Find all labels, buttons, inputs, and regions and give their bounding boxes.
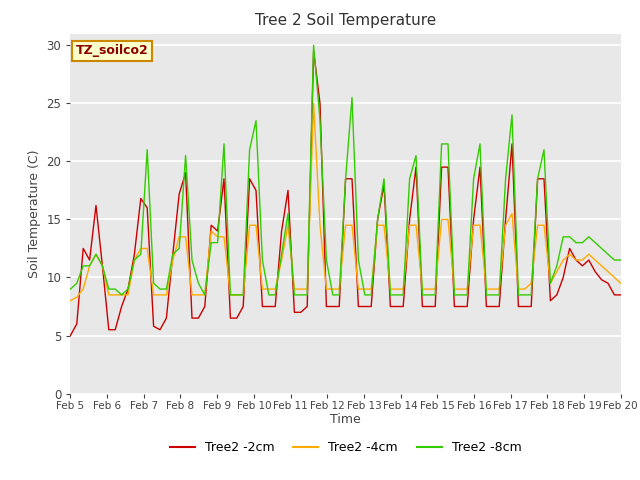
Title: Tree 2 Soil Temperature: Tree 2 Soil Temperature bbox=[255, 13, 436, 28]
Y-axis label: Soil Temperature (C): Soil Temperature (C) bbox=[28, 149, 41, 278]
Legend: Tree2 -2cm, Tree2 -4cm, Tree2 -8cm: Tree2 -2cm, Tree2 -4cm, Tree2 -8cm bbox=[165, 436, 526, 459]
Text: TZ_soilco2: TZ_soilco2 bbox=[76, 44, 148, 58]
X-axis label: Time: Time bbox=[330, 413, 361, 426]
